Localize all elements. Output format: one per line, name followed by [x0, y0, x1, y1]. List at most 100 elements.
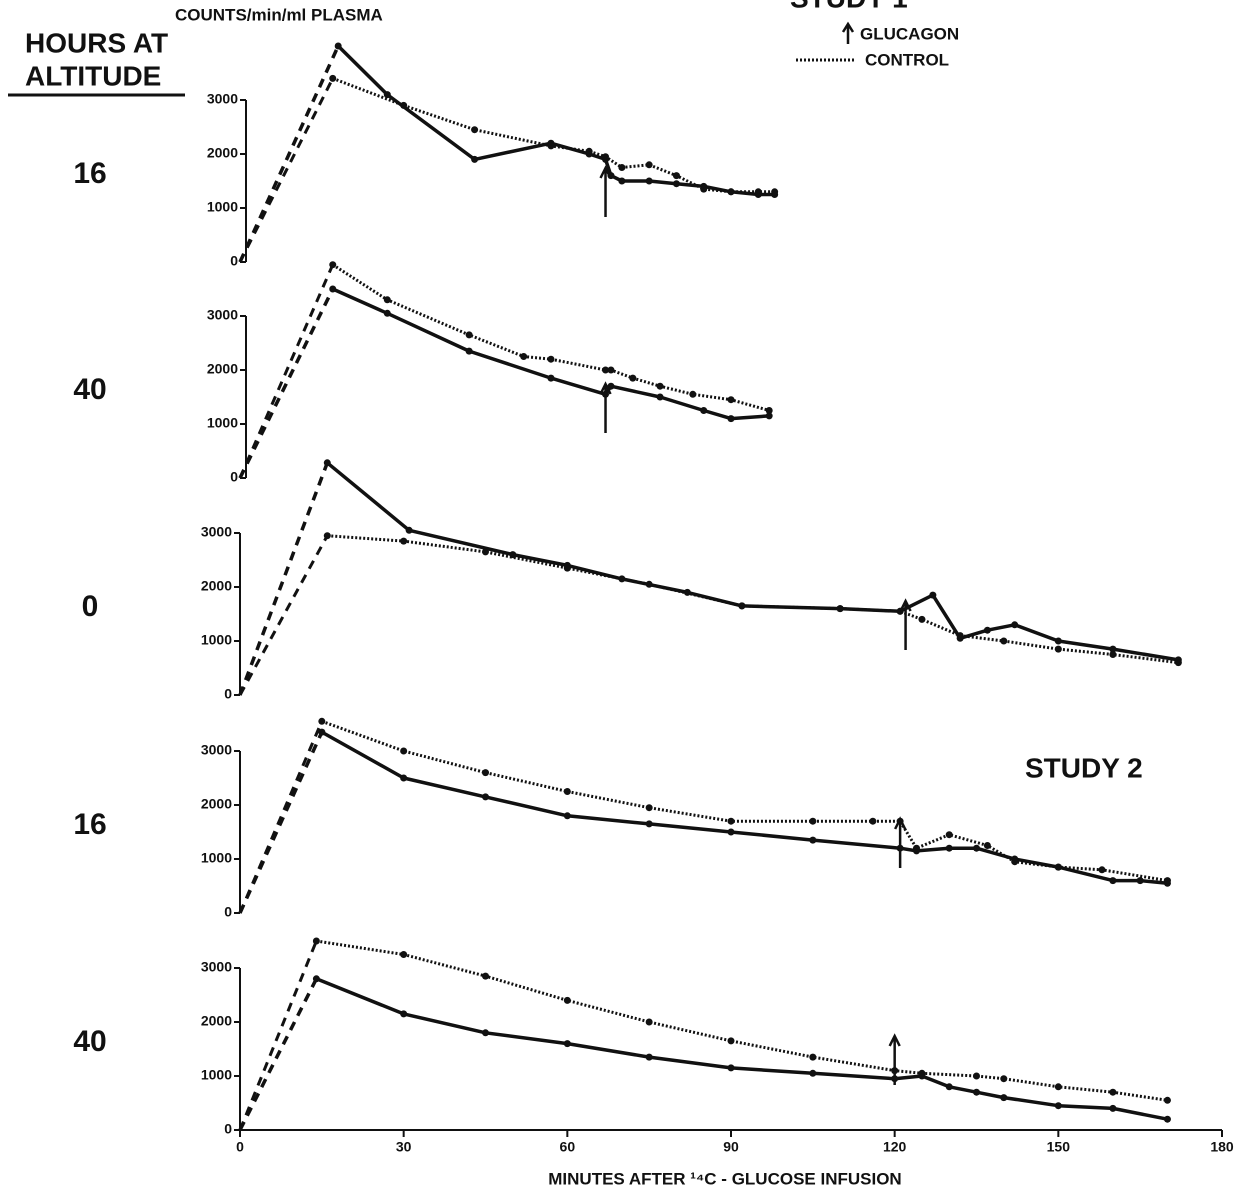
data-point: [645, 177, 653, 185]
data-point: [563, 1040, 571, 1048]
data-point: [482, 793, 489, 801]
data-point: [563, 788, 571, 795]
data-point: [602, 366, 610, 374]
data-point: [400, 1010, 408, 1018]
data-point: [918, 1069, 926, 1077]
data-point: [1109, 1104, 1117, 1112]
data-point: [983, 842, 991, 849]
data-point: [929, 591, 937, 599]
data-point: [836, 605, 844, 613]
data-point: [1011, 858, 1019, 866]
y-tick-label: 2000: [201, 1013, 232, 1029]
data-point: [645, 804, 653, 812]
x-tick-label: 150: [1047, 1139, 1071, 1155]
annotation: STUDY 1: [790, 0, 908, 13]
data-point: [1174, 659, 1182, 667]
data-point: [383, 309, 391, 317]
data-point: [1109, 877, 1117, 885]
data-point: [700, 185, 708, 193]
data-point: [1098, 866, 1106, 874]
data-point: [482, 769, 489, 777]
control-line: [321, 719, 1168, 883]
data-point: [765, 407, 773, 414]
y-tick-label: 1000: [207, 199, 238, 215]
data-point: [334, 42, 342, 50]
data-point: [1109, 645, 1117, 653]
data-point: [1163, 1115, 1171, 1123]
y-tick-label: 1000: [201, 1067, 232, 1083]
annotation: STUDY 2: [1025, 752, 1143, 783]
data-point: [809, 836, 817, 844]
glucagon-line: [238, 462, 329, 696]
data-point: [563, 564, 571, 572]
data-point: [563, 812, 571, 820]
legend-arrow: [841, 21, 855, 44]
data-point: [1000, 637, 1008, 645]
data-point: [547, 374, 555, 382]
data-point: [645, 580, 653, 588]
data-point: [520, 353, 528, 360]
data-point: [672, 180, 680, 188]
y-tick-label: 2000: [207, 145, 238, 161]
data-point: [329, 285, 337, 293]
data-point: [465, 331, 473, 339]
data-point: [645, 820, 653, 828]
y-tick-label: 0: [230, 253, 238, 269]
data-point: [689, 390, 697, 398]
x-tick-label: 0: [236, 1139, 244, 1155]
y-tick-label: 2000: [207, 361, 238, 377]
data-point: [727, 415, 735, 423]
data-point: [1011, 621, 1019, 629]
data-point: [400, 537, 408, 545]
glucagon-arrow: [888, 1033, 901, 1085]
row-label: 16: [73, 808, 106, 841]
y-axis-label: COUNTS/min/ml PLASMA: [175, 5, 383, 24]
data-point: [983, 626, 991, 634]
data-point: [471, 155, 479, 163]
data-point: [400, 774, 408, 782]
glucagon-line: [320, 730, 1168, 886]
data-point: [405, 526, 413, 534]
y-tick-label: 3000: [201, 742, 232, 758]
data-point: [618, 164, 626, 171]
data-point: [727, 817, 735, 825]
data-point: [727, 188, 735, 196]
data-point: [629, 374, 637, 382]
group-label: HOURS AT: [25, 27, 168, 58]
data-point: [656, 382, 664, 390]
x-tick-label: 90: [723, 1139, 739, 1155]
row-label: 16: [73, 157, 106, 190]
data-point: [323, 459, 331, 467]
data-point: [945, 844, 953, 852]
data-point: [727, 828, 735, 836]
data-point: [547, 142, 555, 150]
data-point: [945, 1083, 953, 1091]
data-point: [400, 951, 408, 958]
y-tick-label: 1000: [207, 415, 238, 431]
data-point: [727, 1064, 735, 1072]
glucagon-line: [238, 45, 340, 263]
data-point: [1054, 863, 1062, 871]
data-point: [727, 396, 735, 404]
data-point: [323, 532, 331, 540]
data-point: [765, 412, 773, 420]
data-point: [1054, 645, 1062, 653]
data-point: [869, 817, 877, 825]
data-point: [645, 1053, 653, 1061]
data-point: [1109, 1088, 1117, 1096]
y-tick-label: 1000: [201, 632, 232, 648]
row-label: 40: [73, 373, 106, 406]
data-point: [973, 844, 980, 852]
glucagon-arrow: [599, 381, 612, 433]
data-point: [547, 355, 555, 363]
data-point: [672, 172, 680, 180]
data-point: [1163, 1096, 1171, 1104]
data-point: [383, 296, 391, 304]
legend-label: GLUCAGON: [860, 24, 959, 43]
y-tick-label: 0: [224, 686, 232, 702]
data-point: [1054, 1102, 1062, 1110]
x-tick-label: 60: [560, 1139, 576, 1155]
data-point: [700, 407, 708, 414]
data-point: [618, 177, 626, 185]
